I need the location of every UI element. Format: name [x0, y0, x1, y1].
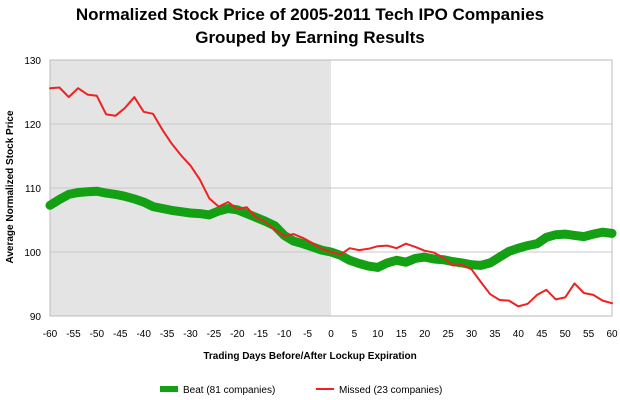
x-tick-label: 50 — [560, 329, 572, 340]
chart-title-line-2: Grouped by Earning Results — [195, 28, 425, 47]
x-tick-label: -45 — [113, 329, 128, 340]
y-tick-label: 130 — [24, 56, 41, 67]
x-tick-label: -60 — [43, 329, 58, 340]
x-tick-label: 55 — [583, 329, 595, 340]
x-tick-label: 30 — [466, 329, 478, 340]
x-tick-label: 5 — [352, 329, 358, 340]
y-tick-label: 100 — [24, 248, 41, 259]
legend: Beat (81 companies) Missed (23 companies… — [160, 385, 442, 396]
x-tick-label: 20 — [419, 329, 431, 340]
x-axis-label: Trading Days Before/After Lockup Expirat… — [203, 351, 416, 362]
legend-label-missed: Missed (23 companies) — [339, 385, 442, 396]
x-tick-label: -30 — [183, 329, 198, 340]
x-tick-label: -25 — [207, 329, 222, 340]
x-tick-label: 35 — [489, 329, 501, 340]
y-axis-ticks: 90 100 110 120 130 — [24, 56, 41, 323]
x-tick-label: -20 — [230, 329, 245, 340]
x-tick-label: 0 — [328, 329, 334, 340]
x-tick-label: -50 — [90, 329, 105, 340]
y-tick-label: 90 — [30, 312, 42, 323]
x-axis-ticks: -60 -55 -50 -45 -40 -35 -30 -25 -20 -15 -10 -5 0 5 10 1… — [43, 329, 618, 340]
x-tick-label: 45 — [536, 329, 548, 340]
x-tick-label: 15 — [396, 329, 408, 340]
x-tick-label: -5 — [303, 329, 312, 340]
series-line-missed — [49, 86, 613, 308]
legend-label-beat: Beat (81 companies) — [183, 385, 275, 396]
x-tick-label: 25 — [443, 329, 455, 340]
x-tick-label: 40 — [513, 329, 525, 340]
x-tick-label: -40 — [136, 329, 151, 340]
y-tick-label: 120 — [24, 120, 41, 131]
x-tick-label: 10 — [372, 329, 384, 340]
y-axis-label: Average Normalized Stock Price — [5, 110, 16, 263]
plot-area-frame — [49, 59, 613, 317]
y-tick-label: 110 — [25, 184, 41, 195]
x-tick-label: -55 — [66, 329, 81, 340]
x-tick-label: -10 — [277, 329, 292, 340]
x-tick-label: -15 — [254, 329, 269, 340]
x-tick-label: 60 — [606, 329, 618, 340]
x-tick-label: -35 — [160, 329, 175, 340]
chart-title-line-1: Normalized Stock Price of 2005-2011 Tech… — [76, 5, 544, 24]
series-lines — [45, 86, 617, 308]
